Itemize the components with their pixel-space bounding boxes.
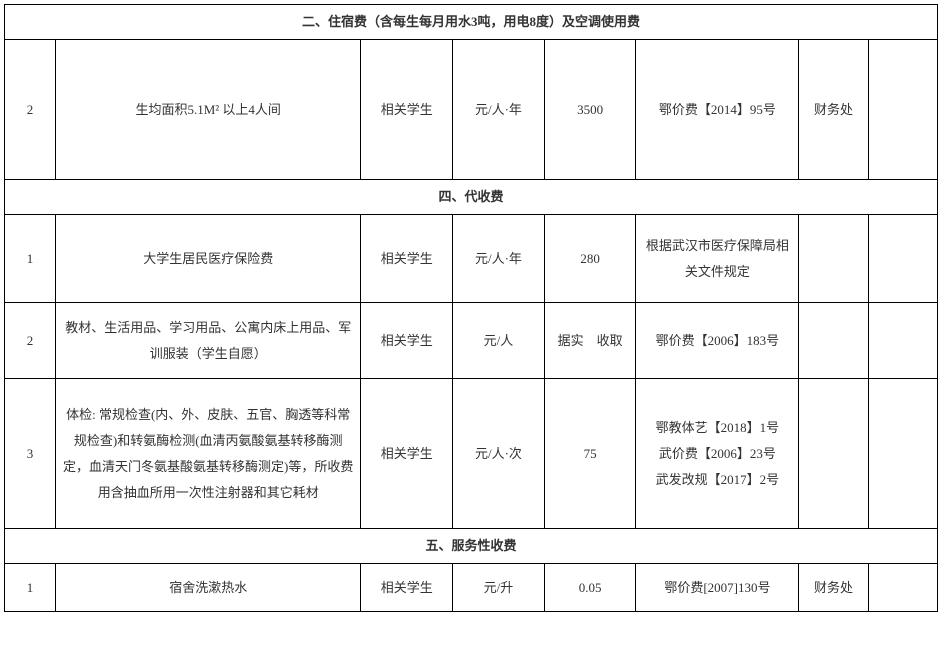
fee-table: 二、住宿费（含每生每月用水3吨，用电8度）及空调使用费 2 生均面积5.1M² … xyxy=(4,4,938,612)
cell-amount: 280 xyxy=(544,215,636,303)
cell-dept xyxy=(799,215,868,303)
cell-extra xyxy=(868,40,937,180)
cell-unit: 元/人·次 xyxy=(453,379,545,529)
section-title: 四、代收费 xyxy=(5,180,938,215)
cell-amount: 75 xyxy=(544,379,636,529)
cell-scope: 相关学生 xyxy=(361,303,453,379)
cell-unit: 元/人 xyxy=(453,303,545,379)
cell-index: 2 xyxy=(5,40,56,180)
cell-item: 教材、生活用品、学习用品、公寓内床上用品、军训服装（学生自愿） xyxy=(55,303,361,379)
cell-basis: 鄂价费[2007]130号 xyxy=(636,564,799,612)
cell-item: 宿舍洗漱热水 xyxy=(55,564,361,612)
section-header-row: 五、服务性收费 xyxy=(5,529,938,564)
cell-index: 3 xyxy=(5,379,56,529)
section-title: 二、住宿费（含每生每月用水3吨，用电8度）及空调使用费 xyxy=(5,5,938,40)
cell-unit: 元/升 xyxy=(453,564,545,612)
table-row: 1 大学生居民医疗保险费 相关学生 元/人·年 280 根据武汉市医疗保障局相关… xyxy=(5,215,938,303)
cell-scope: 相关学生 xyxy=(361,379,453,529)
cell-unit: 元/人·年 xyxy=(453,215,545,303)
cell-index: 2 xyxy=(5,303,56,379)
cell-amount: 0.05 xyxy=(544,564,636,612)
table-row: 3 体检: 常规检查(内、外、皮肤、五官、胸透等科常规检查)和转氨酶检测(血清丙… xyxy=(5,379,938,529)
section-header-row: 四、代收费 xyxy=(5,180,938,215)
cell-basis: 根据武汉市医疗保障局相关文件规定 xyxy=(636,215,799,303)
cell-basis: 鄂价费【2006】183号 xyxy=(636,303,799,379)
cell-scope: 相关学生 xyxy=(361,215,453,303)
cell-item: 大学生居民医疗保险费 xyxy=(55,215,361,303)
cell-dept: 财务处 xyxy=(799,564,868,612)
table-row: 2 教材、生活用品、学习用品、公寓内床上用品、军训服装（学生自愿） 相关学生 元… xyxy=(5,303,938,379)
cell-extra xyxy=(868,564,937,612)
cell-index: 1 xyxy=(5,564,56,612)
cell-index: 1 xyxy=(5,215,56,303)
cell-extra xyxy=(868,215,937,303)
cell-scope: 相关学生 xyxy=(361,564,453,612)
cell-dept xyxy=(799,303,868,379)
cell-item: 生均面积5.1M² 以上4人间 xyxy=(55,40,361,180)
cell-basis: 鄂教体艺【2018】1号武价费【2006】23号武发改规【2017】2号 xyxy=(636,379,799,529)
cell-scope: 相关学生 xyxy=(361,40,453,180)
cell-amount: 据实 收取 xyxy=(544,303,636,379)
cell-amount: 3500 xyxy=(544,40,636,180)
cell-dept xyxy=(799,379,868,529)
section-header-row: 二、住宿费（含每生每月用水3吨，用电8度）及空调使用费 xyxy=(5,5,938,40)
cell-extra xyxy=(868,303,937,379)
cell-extra xyxy=(868,379,937,529)
table-row: 1 宿舍洗漱热水 相关学生 元/升 0.05 鄂价费[2007]130号 财务处 xyxy=(5,564,938,612)
section-title: 五、服务性收费 xyxy=(5,529,938,564)
table-row: 2 生均面积5.1M² 以上4人间 相关学生 元/人·年 3500 鄂价费【20… xyxy=(5,40,938,180)
cell-dept: 财务处 xyxy=(799,40,868,180)
cell-unit: 元/人·年 xyxy=(453,40,545,180)
cell-basis: 鄂价费【2014】95号 xyxy=(636,40,799,180)
cell-item: 体检: 常规检查(内、外、皮肤、五官、胸透等科常规检查)和转氨酶检测(血清丙氨酸… xyxy=(55,379,361,529)
